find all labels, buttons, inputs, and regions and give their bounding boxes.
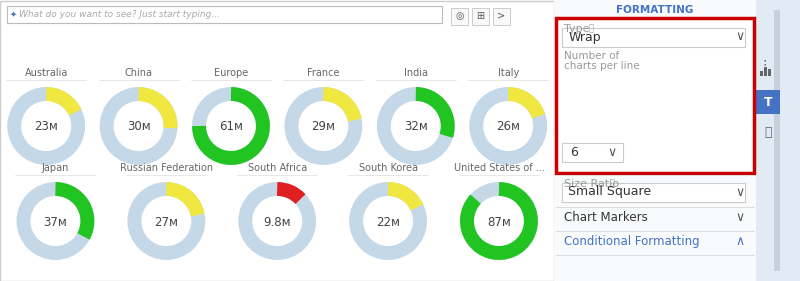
Text: ◎: ◎ [455, 11, 464, 21]
Bar [774, 10, 780, 271]
Text: 61м: 61м [219, 121, 243, 133]
FancyBboxPatch shape [562, 182, 745, 201]
Text: ∧: ∧ [735, 235, 745, 248]
Text: charts per line: charts per line [564, 61, 640, 71]
Text: Italy: Italy [498, 68, 519, 78]
Text: ⓘ: ⓘ [610, 179, 614, 188]
Text: Russian Federation: Russian Federation [120, 163, 213, 173]
Text: 87м: 87м [487, 216, 511, 228]
Text: ∨: ∨ [735, 211, 745, 224]
Text: FORMATTING: FORMATTING [615, 5, 693, 15]
Text: ⋮: ⋮ [759, 60, 771, 72]
Text: India: India [404, 68, 428, 78]
Text: Conditional Formatting: Conditional Formatting [564, 235, 700, 248]
Bar [554, 0, 756, 281]
Text: ∨: ∨ [608, 146, 617, 158]
FancyBboxPatch shape [756, 90, 780, 114]
Text: Number of: Number of [564, 51, 620, 61]
Text: South Africa: South Africa [247, 163, 307, 173]
FancyBboxPatch shape [562, 28, 745, 46]
Text: 30м: 30м [126, 121, 150, 133]
Text: ⊞: ⊞ [477, 11, 485, 21]
Text: 37м: 37м [43, 216, 67, 228]
FancyBboxPatch shape [493, 8, 510, 24]
FancyBboxPatch shape [562, 142, 622, 162]
Text: Small Square: Small Square [568, 185, 651, 198]
Bar [768, 69, 771, 76]
Bar [756, 0, 800, 281]
Text: 6: 6 [570, 146, 578, 158]
Text: ✦: ✦ [10, 10, 17, 19]
FancyBboxPatch shape [7, 6, 442, 23]
Text: Europe: Europe [214, 68, 248, 78]
Bar [556, 18, 754, 173]
Text: T: T [764, 96, 772, 108]
Text: Japan: Japan [42, 163, 69, 173]
Bar [760, 71, 763, 76]
Text: 32м: 32м [404, 121, 428, 133]
Text: Chart Markers: Chart Markers [564, 211, 648, 224]
Text: 9.8м: 9.8м [263, 216, 291, 228]
Text: ∨: ∨ [735, 185, 745, 198]
Text: 27м: 27м [154, 216, 178, 228]
Text: >: > [498, 11, 506, 21]
Text: Size Ratio: Size Ratio [564, 179, 619, 189]
Text: 23м: 23м [34, 121, 58, 133]
Text: Wrap: Wrap [568, 31, 601, 44]
Text: China: China [125, 68, 153, 78]
Text: Type: Type [564, 24, 590, 34]
FancyBboxPatch shape [472, 8, 489, 24]
Bar [764, 67, 767, 76]
FancyBboxPatch shape [451, 8, 468, 24]
Text: United States of ...: United States of ... [454, 163, 544, 173]
Text: ⧖: ⧖ [764, 126, 772, 139]
Text: South Korea: South Korea [358, 163, 418, 173]
Text: Australia: Australia [25, 68, 68, 78]
Text: France: France [307, 68, 340, 78]
Text: What do you want to see? Just start typing...: What do you want to see? Just start typi… [19, 10, 220, 19]
Text: ⓘ: ⓘ [588, 24, 594, 33]
Text: 26м: 26м [496, 121, 520, 133]
Text: 22м: 22м [376, 216, 400, 228]
Text: 29м: 29м [311, 121, 335, 133]
Text: ∨: ∨ [735, 31, 745, 44]
